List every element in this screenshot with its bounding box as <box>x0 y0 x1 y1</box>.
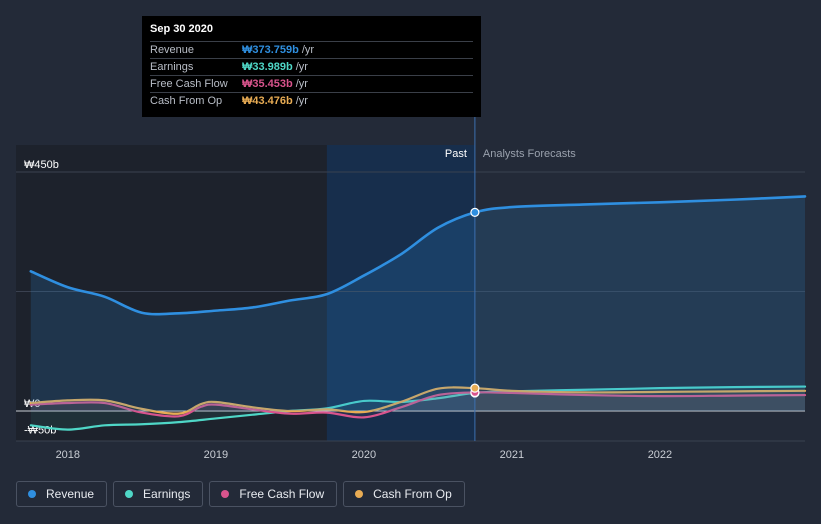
tooltip-unit: /yr <box>295 78 308 90</box>
past-label: Past <box>445 148 467 160</box>
free-cash-flow-line <box>29 391 807 419</box>
legend-label: Cash From Op <box>373 487 452 501</box>
revenue-dot-icon <box>28 490 36 498</box>
tooltip-date: Sep 30 2020 <box>150 23 213 35</box>
tooltip-row-earnings: Earnings ₩33.989b /yr <box>150 58 473 75</box>
x-tick-label: 2020 <box>352 449 376 461</box>
legend-label: Revenue <box>46 487 95 501</box>
legend-item-earnings[interactable]: Earnings <box>113 481 204 507</box>
tooltip-row-free-cash-flow: Free Cash Flow ₩35.453b /yr <box>150 75 473 92</box>
legend-item-revenue[interactable]: Revenue <box>16 481 108 507</box>
free-cash-flow-dot-icon <box>221 490 230 498</box>
forecast-label: Analysts Forecasts <box>483 148 576 160</box>
cash-from-op-marker <box>470 383 480 393</box>
x-tick-label: 2018 <box>56 449 80 461</box>
tooltip-value: ₩373.759b <box>242 44 299 56</box>
cash-from-op-line <box>29 386 807 415</box>
revenue-line <box>29 195 807 316</box>
tooltip-value: ₩43.476b <box>242 95 293 107</box>
tooltip-label: Cash From Op <box>150 95 223 107</box>
tooltip-label: Revenue <box>150 44 195 56</box>
earnings-dot-icon <box>125 490 134 498</box>
tooltip-row-revenue: Revenue ₩373.759b /yr <box>150 41 473 58</box>
legend-item-cash-from-op[interactable]: Cash From Op <box>343 481 465 507</box>
revenue-area <box>30 196 806 411</box>
tooltip-unit: /yr <box>301 44 315 56</box>
chart-legend: Revenue Earnings Free Cash Flow Cash Fro… <box>16 481 465 509</box>
revenue-marker <box>470 207 480 217</box>
tooltip-value: ₩33.989b <box>242 61 293 73</box>
tooltip-value: ₩35.453b <box>242 78 293 90</box>
earnings-area <box>30 386 806 430</box>
tooltip-row-cash-from-op: Cash From Op ₩43.476b /yr <box>150 92 473 109</box>
cash-from-op-dot-icon <box>355 490 364 498</box>
legend-item-free-cash-flow[interactable]: Free Cash Flow <box>209 481 338 507</box>
cash-from-op-area <box>30 387 806 414</box>
tooltip-label: Free Cash Flow <box>150 78 228 90</box>
tooltip-label: Earnings <box>150 61 194 73</box>
y-tick-label: ₩450b <box>24 159 59 171</box>
x-tick-label: 2022 <box>648 449 672 461</box>
x-tick-label: 2021 <box>500 449 524 461</box>
x-tick-label: 2019 <box>204 449 228 461</box>
highlight-region <box>326 145 475 441</box>
free-cash-flow-area <box>30 392 806 418</box>
earnings-line <box>29 385 807 431</box>
tooltip-unit: /yr <box>295 61 308 73</box>
legend-label: Earnings <box>143 487 191 501</box>
tooltip-unit: /yr <box>295 95 308 107</box>
legend-label: Free Cash Flow <box>239 487 325 501</box>
hover-tooltip: Sep 30 2020 Revenue ₩373.759b /yr Earnin… <box>142 16 481 117</box>
